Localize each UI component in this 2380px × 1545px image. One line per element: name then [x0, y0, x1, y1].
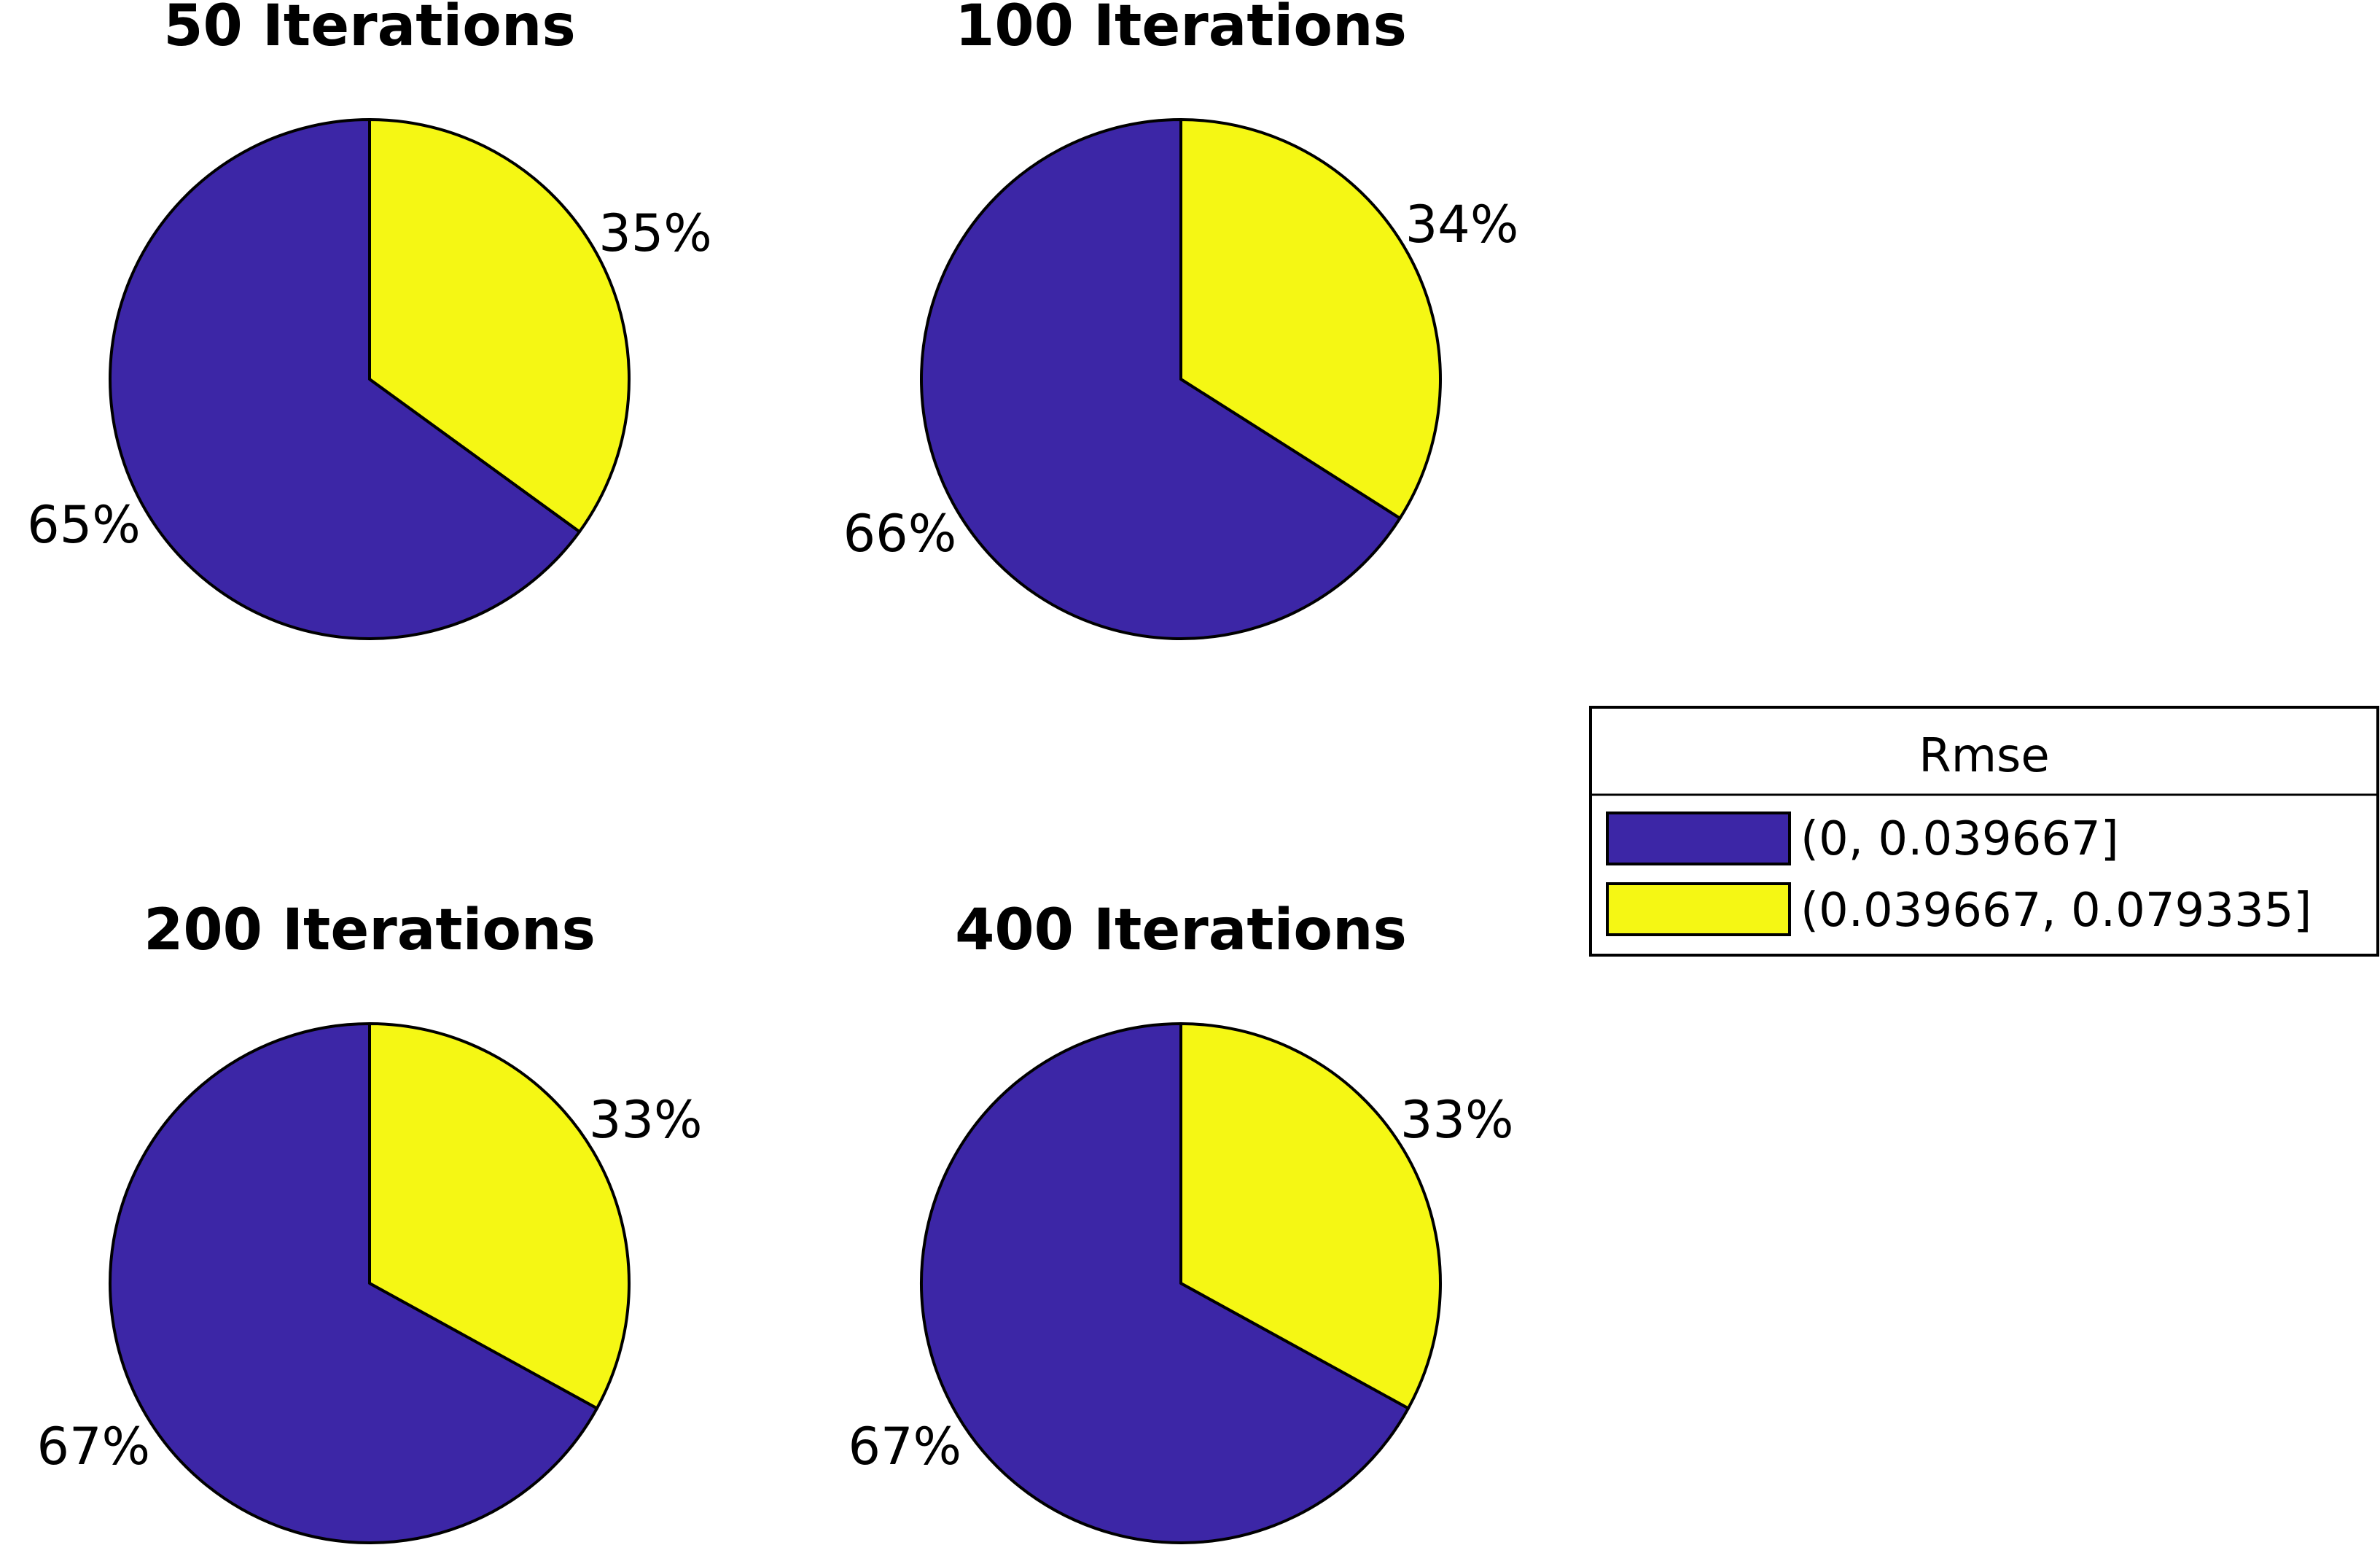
pie-slice-label: 34% [1405, 195, 1519, 254]
pie-slice [920, 118, 1402, 640]
pie-slice-label: 65% [27, 495, 141, 555]
pie-slice [1179, 1022, 1442, 1410]
pie-title: 200 Iterations [144, 898, 596, 963]
pie-title: 400 Iterations [955, 898, 1407, 963]
pie-slice [368, 118, 631, 534]
pie-slice [920, 1022, 1410, 1544]
legend-swatch [1606, 812, 1791, 865]
legend: Rmse (0, 0.039667] (0.039667, 0.079335] [1589, 706, 2379, 957]
pie-title: 50 Iterations [163, 0, 576, 59]
pie-slice-label: 33% [1400, 1090, 1514, 1150]
pie-slice [368, 1022, 631, 1410]
pie-chart-50-iterations: 50 Iterations 35% 65% [27, 0, 712, 640]
pie-slice [1179, 118, 1442, 520]
legend-entry-label: (0, 0.039667] [1800, 812, 2119, 866]
pie-slice-label: 67% [848, 1417, 961, 1476]
pie-chart-400-iterations: 400 Iterations 33% 67% [848, 898, 1514, 1544]
pie-slice-label: 35% [598, 203, 712, 263]
pie-slice-label: 67% [36, 1417, 150, 1476]
pie-chart-100-iterations: 100 Iterations 34% 66% [843, 0, 1519, 640]
legend-entry-label: (0.039667, 0.079335] [1800, 884, 2311, 938]
pie-slice [109, 1022, 598, 1544]
pie-chart-200-iterations: 200 Iterations 33% 67% [36, 898, 703, 1544]
pie-title: 100 Iterations [955, 0, 1407, 59]
pie-slice-label: 33% [589, 1090, 703, 1150]
pie-slice [109, 118, 582, 640]
pie-slice-label: 66% [843, 504, 957, 564]
legend-swatch [1606, 882, 1791, 936]
legend-title: Rmse [1919, 729, 2050, 783]
